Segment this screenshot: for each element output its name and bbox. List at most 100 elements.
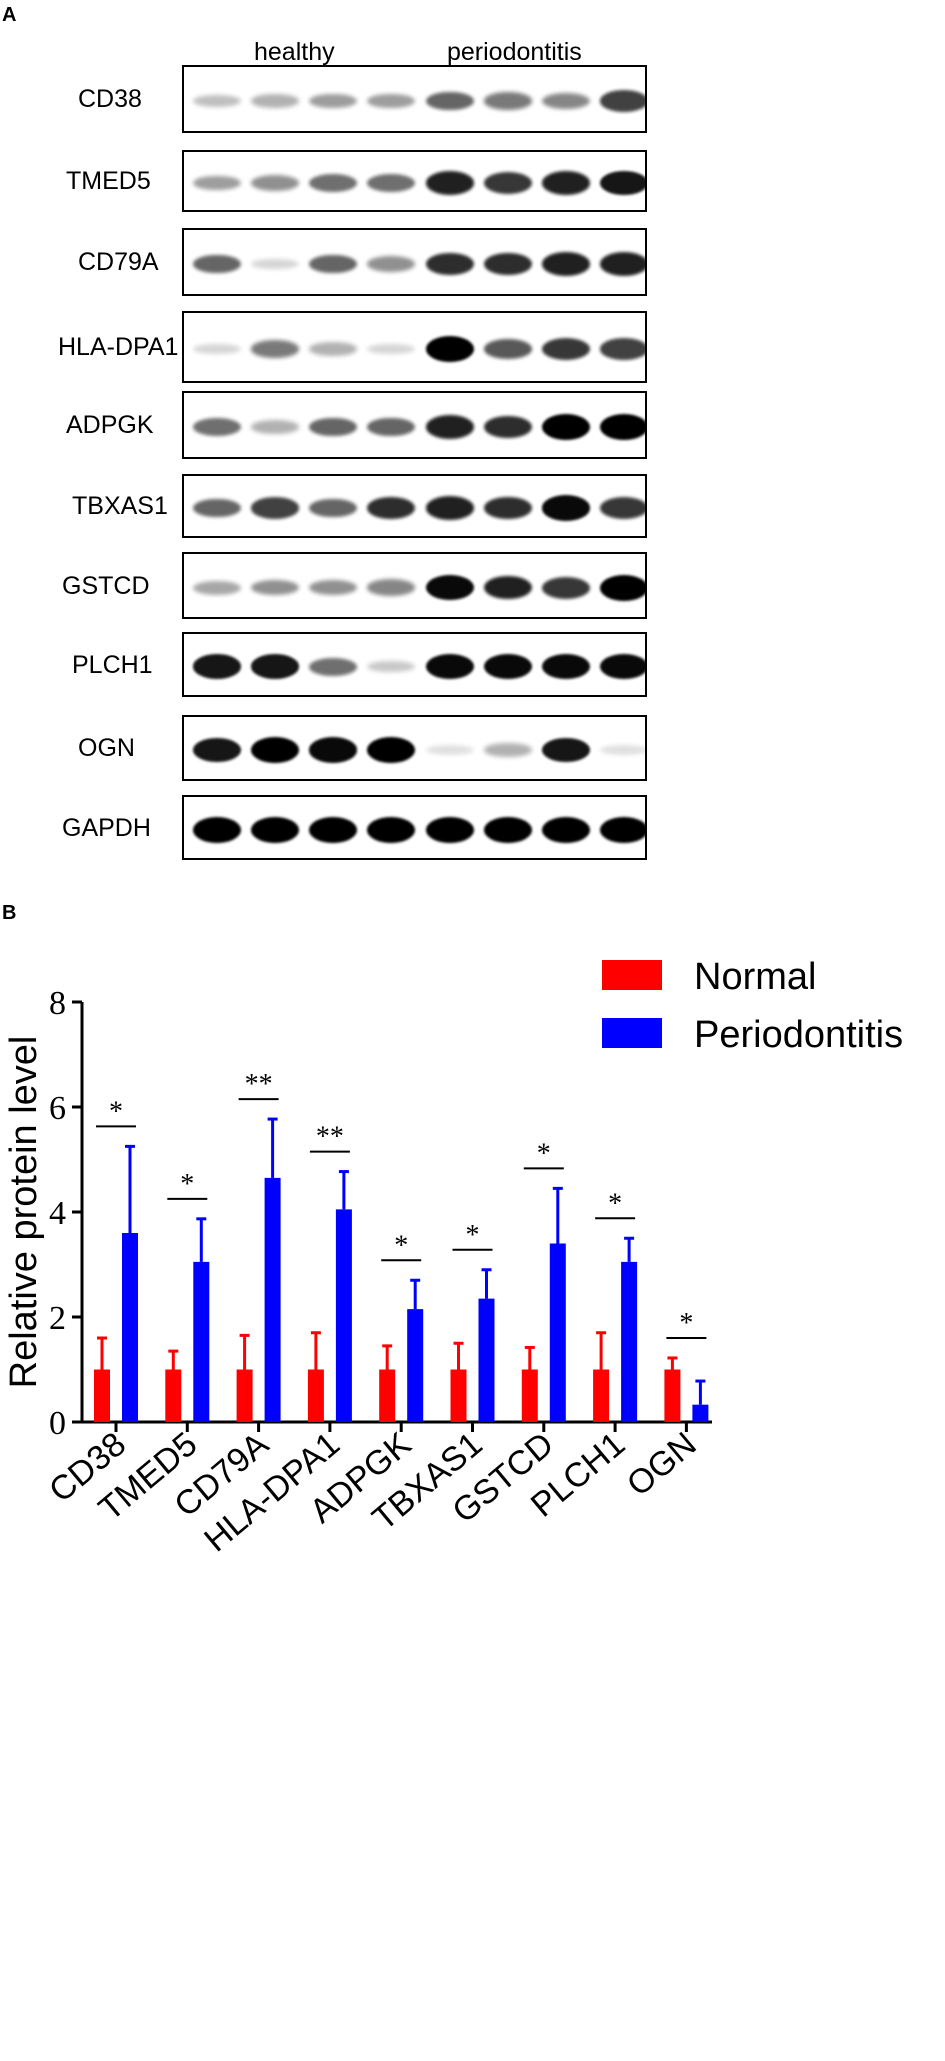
band-tmed5-2 xyxy=(251,175,299,191)
band-tmed5-6 xyxy=(484,172,532,194)
band-cd79a-6 xyxy=(484,252,532,276)
band-tmed5-3 xyxy=(309,174,357,192)
bar-periodontitis-hla-dpa1 xyxy=(335,1209,352,1422)
blot-strip-cd79a xyxy=(182,228,647,296)
band-tbxas1-8 xyxy=(600,497,645,519)
blot-label-ogn: OGN xyxy=(78,734,135,762)
bar-normal-plch1 xyxy=(593,1369,610,1422)
band-cd79a-8 xyxy=(600,252,645,276)
band-adpgk-8 xyxy=(600,414,645,440)
group-label-healthy: healthy xyxy=(254,38,335,66)
band-plch1-7 xyxy=(542,653,590,680)
band-adpgk-5 xyxy=(426,415,474,439)
bar-normal-cd38 xyxy=(94,1369,110,1422)
sig-label-0: * xyxy=(109,1096,123,1127)
band-tmed5-7 xyxy=(542,171,590,195)
y-tick-label-1: 2 xyxy=(49,1300,66,1337)
band-gstcd-6 xyxy=(484,575,532,600)
band-gstcd-5 xyxy=(426,574,474,601)
bar-normal-cd79a xyxy=(236,1369,253,1422)
band-cd79a-3 xyxy=(309,254,357,274)
blot-strip-tmed5 xyxy=(182,150,647,212)
band-cd38-4 xyxy=(367,93,415,109)
blot-label-hla-dpa1: HLA-DPA1 xyxy=(58,333,179,361)
bar-periodontitis-gstcd xyxy=(549,1243,566,1422)
band-hla-dpa1-1 xyxy=(193,343,241,355)
band-plch1-5 xyxy=(426,653,474,680)
bar-periodontitis-plch1 xyxy=(621,1261,638,1422)
band-adpgk-6 xyxy=(484,415,532,439)
blot-label-tmed5: TMED5 xyxy=(66,167,151,195)
band-cd79a-7 xyxy=(542,252,590,276)
band-gapdh-4 xyxy=(367,816,415,843)
band-tmed5-8 xyxy=(600,170,645,196)
band-tbxas1-7 xyxy=(542,495,590,521)
band-gstcd-3 xyxy=(309,579,357,596)
bar-normal-tbxas1 xyxy=(450,1369,467,1422)
band-plch1-2 xyxy=(251,654,299,679)
legend-swatch-periodontitis xyxy=(602,1018,662,1048)
sig-label-8: * xyxy=(679,1308,693,1339)
x-tick-label-8: OGN xyxy=(620,1425,704,1504)
blot-strip-tbxas1 xyxy=(182,474,647,538)
group-label-periodontitis: periodontitis xyxy=(447,38,582,66)
band-tbxas1-4 xyxy=(367,496,415,520)
band-cd38-6 xyxy=(484,92,532,110)
band-gapdh-6 xyxy=(484,816,532,843)
band-ogn-3 xyxy=(309,737,357,763)
band-cd38-1 xyxy=(193,94,241,108)
band-ogn-4 xyxy=(367,737,415,763)
band-tbxas1-5 xyxy=(426,496,474,520)
bar-periodontitis-ogn xyxy=(692,1404,709,1422)
y-tick-label-4: 8 xyxy=(49,985,66,1022)
band-gapdh-1 xyxy=(193,816,241,843)
band-ogn-7 xyxy=(542,737,590,763)
band-hla-dpa1-5 xyxy=(426,336,474,362)
bar-normal-ogn xyxy=(664,1369,681,1422)
band-tmed5-4 xyxy=(367,174,415,192)
blot-label-cd38: CD38 xyxy=(78,85,142,113)
band-gstcd-1 xyxy=(193,580,241,595)
band-adpgk-3 xyxy=(309,417,357,437)
band-plch1-1 xyxy=(193,654,241,679)
band-gapdh-8 xyxy=(600,816,645,843)
y-tick-label-3: 6 xyxy=(49,1090,66,1127)
band-tbxas1-1 xyxy=(193,498,241,518)
band-adpgk-7 xyxy=(542,414,590,440)
blot-label-gapdh: GAPDH xyxy=(62,813,151,842)
bar-periodontitis-tbxas1 xyxy=(478,1298,495,1422)
band-gapdh-3 xyxy=(309,816,357,843)
band-gapdh-7 xyxy=(542,816,590,843)
band-ogn-2 xyxy=(251,737,299,763)
band-cd38-8 xyxy=(600,90,645,112)
bar-normal-hla-dpa1 xyxy=(307,1369,324,1422)
band-ogn-6 xyxy=(484,743,532,757)
blot-label-plch1: PLCH1 xyxy=(72,650,153,679)
bar-periodontitis-cd79a xyxy=(264,1177,281,1422)
band-plch1-8 xyxy=(600,653,645,680)
blot-label-gstcd: GSTCD xyxy=(62,571,150,600)
legend-label-normal: Normal xyxy=(694,956,816,998)
blot-strip-adpgk xyxy=(182,391,647,459)
sig-label-7: * xyxy=(608,1188,622,1219)
band-hla-dpa1-3 xyxy=(309,342,357,356)
bar-normal-adpgk xyxy=(379,1369,396,1422)
panel-b-letter: B xyxy=(2,902,17,924)
band-plch1-6 xyxy=(484,653,532,680)
band-cd38-5 xyxy=(426,91,474,111)
bar-periodontitis-adpgk xyxy=(407,1309,424,1422)
band-hla-dpa1-8 xyxy=(600,338,645,360)
blot-label-adpgk: ADPGK xyxy=(66,411,154,439)
sig-label-1: * xyxy=(180,1169,194,1200)
band-tmed5-1 xyxy=(193,175,241,191)
band-gapdh-2 xyxy=(251,816,299,843)
sig-label-5: * xyxy=(466,1220,480,1251)
band-ogn-8 xyxy=(600,745,645,755)
band-ogn-1 xyxy=(193,737,241,763)
blot-strip-cd38 xyxy=(182,65,647,133)
band-gstcd-4 xyxy=(367,579,415,596)
band-cd79a-2 xyxy=(251,258,299,270)
band-cd79a-1 xyxy=(193,254,241,274)
blot-strip-plch1 xyxy=(182,632,647,697)
